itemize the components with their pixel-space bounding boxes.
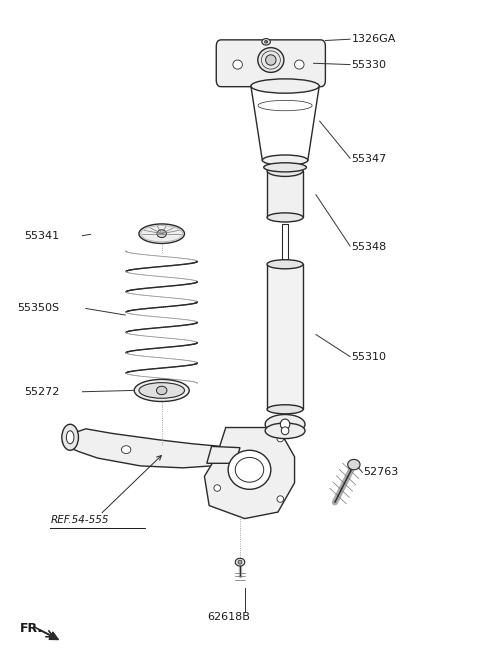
Ellipse shape [265,423,305,439]
Ellipse shape [267,213,303,222]
Ellipse shape [262,39,270,45]
Text: REF.54-555: REF.54-555 [50,515,109,525]
Ellipse shape [265,415,305,434]
Ellipse shape [295,60,304,69]
Ellipse shape [157,230,167,237]
Ellipse shape [228,450,271,489]
Ellipse shape [277,496,284,502]
Ellipse shape [267,260,303,269]
Ellipse shape [134,379,189,401]
Text: 52763: 52763 [363,467,398,478]
Text: 1326GA: 1326GA [351,34,396,44]
Text: 62618B: 62618B [207,613,250,623]
Text: 55347: 55347 [351,154,387,164]
Ellipse shape [238,560,242,564]
Ellipse shape [348,459,360,470]
Ellipse shape [139,382,184,398]
Ellipse shape [156,386,167,395]
FancyBboxPatch shape [216,40,325,87]
Polygon shape [267,264,303,409]
Ellipse shape [66,431,74,443]
Ellipse shape [265,55,276,65]
Text: 55350S: 55350S [17,304,59,314]
Ellipse shape [214,485,220,491]
Text: 55330: 55330 [351,60,386,70]
Ellipse shape [62,424,78,450]
Polygon shape [267,171,303,217]
Ellipse shape [235,558,245,566]
Polygon shape [62,429,235,468]
Ellipse shape [264,41,267,43]
Ellipse shape [139,224,184,243]
Ellipse shape [267,165,303,176]
Ellipse shape [280,419,290,430]
Ellipse shape [121,445,131,453]
Ellipse shape [235,457,264,482]
Text: 55272: 55272 [24,387,60,397]
Ellipse shape [281,427,289,435]
Ellipse shape [262,155,308,165]
Ellipse shape [264,163,306,172]
Polygon shape [207,446,240,463]
Text: 55341: 55341 [24,231,59,241]
Ellipse shape [267,405,303,414]
Polygon shape [204,428,295,519]
Ellipse shape [277,436,284,442]
Ellipse shape [251,79,319,93]
Ellipse shape [233,60,242,69]
Text: 55348: 55348 [351,241,387,252]
Text: FR.: FR. [19,622,43,635]
Ellipse shape [258,48,284,72]
Text: 55310: 55310 [351,352,386,362]
